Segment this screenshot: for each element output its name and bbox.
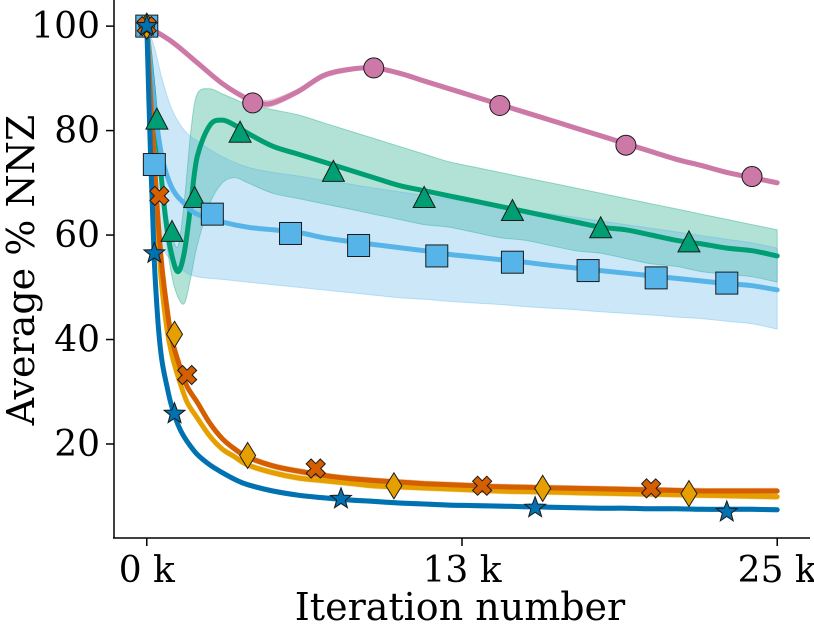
square-marker: [644, 266, 668, 290]
cross-marker: [149, 185, 170, 207]
triangle-marker: [500, 198, 525, 222]
triangle-marker: [182, 185, 207, 208]
x-ticks: 0 k 13 k 25 k: [119, 538, 814, 591]
y-tick-label: 60: [54, 215, 100, 256]
triangle-marker: [677, 229, 701, 253]
y-tick-label: 80: [54, 111, 100, 152]
circle-marker: [363, 57, 385, 79]
y-ticks: 20 40 60 80 100: [31, 6, 114, 465]
triangle-marker: [321, 159, 346, 182]
circle-marker: [489, 95, 511, 117]
square-marker: [715, 271, 739, 295]
star-marker: [523, 495, 547, 518]
star-marker: [329, 486, 353, 509]
cross-marker: [176, 364, 198, 386]
series-markers: [134, 12, 763, 522]
x-tick-label: 25 k: [738, 550, 814, 591]
star-marker: [162, 401, 187, 424]
y-tick-label: 20: [54, 424, 100, 465]
triangle-marker: [412, 185, 437, 208]
star-marker: [142, 240, 167, 264]
circle-marker: [741, 166, 763, 188]
diamond-marker: [165, 320, 184, 349]
x-tick-label: 0 k: [119, 550, 176, 591]
square-marker: [279, 221, 303, 245]
x-tick-label: 13 k: [422, 550, 502, 591]
square-marker: [500, 250, 524, 274]
diamond-marker: [534, 474, 552, 503]
triangle-marker: [145, 107, 169, 130]
diamond-marker: [680, 479, 698, 508]
diamond-marker: [385, 471, 403, 500]
cross-marker: [640, 478, 662, 499]
square-marker: [142, 153, 166, 177]
circle-marker: [242, 92, 264, 114]
square-marker: [347, 233, 371, 257]
y-axis-label: Average % NNZ: [0, 115, 43, 427]
cross-marker: [471, 475, 493, 497]
square-marker: [200, 202, 224, 226]
x-axis-label: Iteration number: [295, 585, 626, 629]
line-diamond: [144, 23, 780, 500]
triangle-marker: [228, 120, 252, 143]
line-triangle: [144, 23, 780, 275]
band-square: [146, 25, 778, 330]
square-marker: [425, 244, 449, 268]
cross-marker: [305, 458, 327, 479]
band-triangle: [146, 26, 778, 305]
star-marker: [134, 13, 159, 37]
star-marker: [714, 499, 739, 522]
square-marker: [576, 259, 600, 283]
triangle-marker: [588, 215, 613, 239]
y-tick-label: 100: [31, 6, 100, 47]
diamond-marker: [239, 441, 257, 470]
triangle-marker: [160, 219, 184, 242]
y-tick-label: 40: [54, 320, 100, 361]
circle-marker: [615, 134, 637, 156]
confidence-bands: [146, 25, 778, 513]
